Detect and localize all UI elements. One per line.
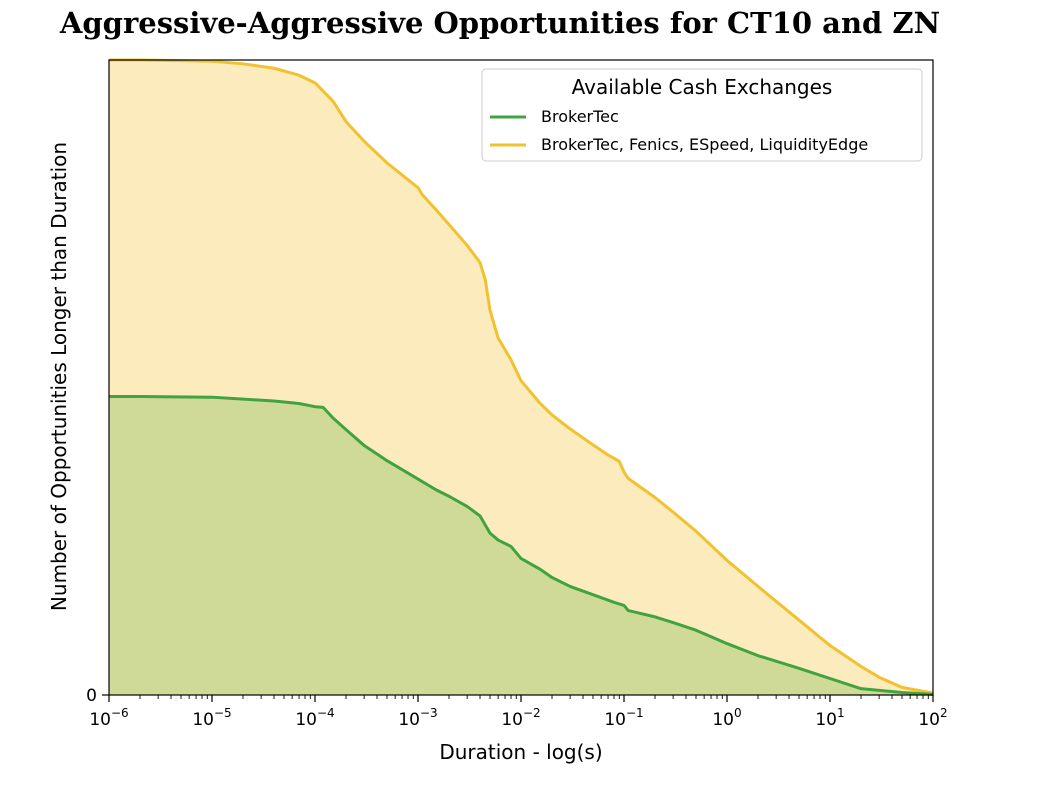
chart-title: Aggressive-Aggressive Opportunities for …	[59, 6, 941, 40]
x-tick-label: 10−5	[192, 706, 231, 730]
x-tick-label: 10−1	[604, 706, 643, 730]
legend-title: Available Cash Exchanges	[572, 75, 833, 99]
x-tick-label: 10−6	[89, 706, 128, 730]
legend-entry: BrokerTec	[541, 107, 619, 126]
series-lines	[109, 58, 934, 696]
y-axis-label: Number of Opportunities Longer than Dura…	[47, 142, 71, 611]
legend-box	[481, 68, 923, 162]
series-line-0	[109, 58, 934, 695]
x-axis-label: Duration - log(s)	[439, 740, 602, 764]
x-tick-label: 102	[918, 706, 947, 730]
y-tick-label: 0	[86, 686, 97, 706]
legend-entry: BrokerTec, Fenics, ESpeed, LiquidityEdge	[541, 135, 868, 154]
series-area-1	[109, 396, 933, 695]
x-tick-label: 10−3	[398, 706, 437, 730]
x-tick-label: 101	[815, 706, 844, 730]
x-tick-label: 100	[712, 706, 741, 730]
axis-ticks: 10−6 10−5 10−4 10−3 10−2 10−1 100 101 102 0	[86, 686, 947, 730]
x-tick-label: 10−2	[501, 706, 540, 730]
series-areas	[109, 60, 933, 695]
legend: Available Cash Exchanges BrokerTec BrokerT…	[481, 68, 923, 162]
series-line-1	[109, 395, 934, 696]
x-tick-label: 10−4	[295, 706, 334, 730]
